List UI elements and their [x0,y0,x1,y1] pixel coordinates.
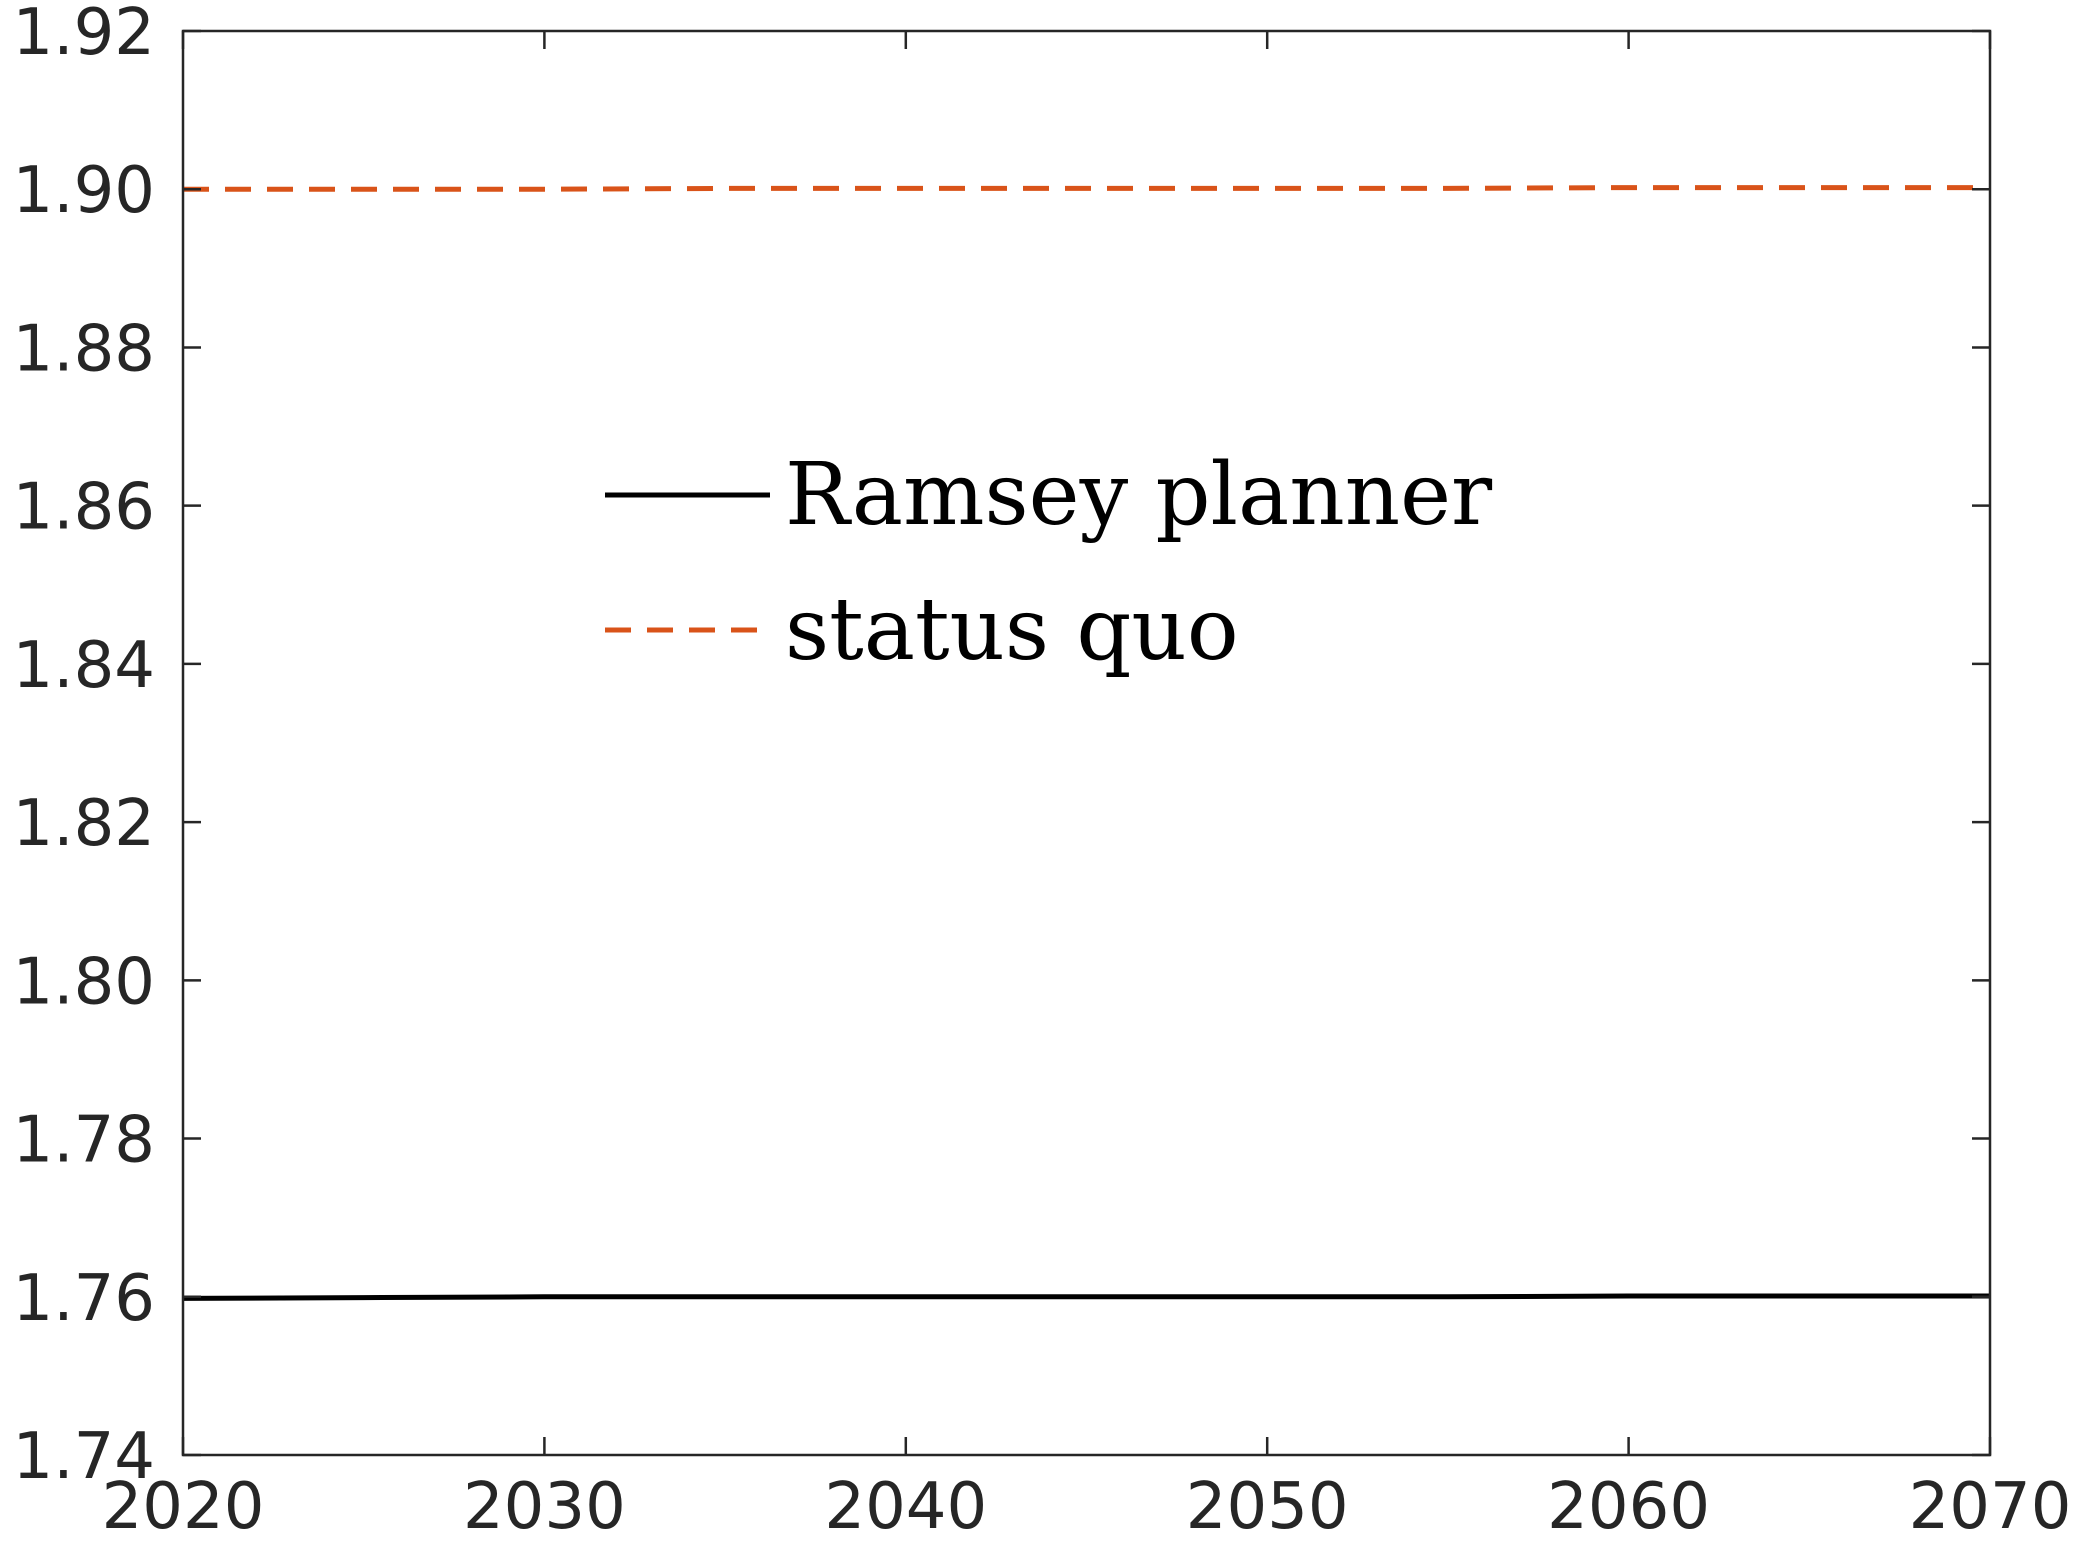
y-tick-label: 1.76 [13,1262,156,1336]
y-tick-label: 1.92 [13,0,156,70]
x-tick-label: 2040 [824,1470,987,1544]
legend-label-ramsey-planner: Ramsey planner [785,445,1493,545]
series-line-status-quo [183,185,1990,192]
legend: Ramsey planner status quo [605,445,1493,680]
plot-background [183,31,1990,1455]
legend-label-status-quo: status quo [785,580,1239,680]
y-tick-label: 1.88 [13,312,156,386]
plot-area [183,31,1990,1455]
y-tick-label: 1.80 [13,945,156,1019]
axes-frame [181,29,1992,1457]
series-layer [182,185,1990,1301]
y-tick-label: 1.74 [13,1420,156,1494]
y-tick-label: 1.78 [13,1104,156,1178]
axes-layer: 2020 2030 2040 2050 2060 2070 1.74 1.76 1.78 1.80… [13,0,2072,1544]
y-tick-label: 1.86 [13,471,156,545]
x-tick-label: 2070 [1909,1470,2072,1544]
y-tick-label: 1.90 [13,154,156,228]
series-line-ramsey-planner [182,1293,1990,1301]
x-tick-label: 2020 [102,1470,265,1544]
y-tick-label: 1.84 [13,629,156,703]
x-tick-label: 2030 [463,1470,626,1544]
x-tick-label: 2050 [1186,1470,1349,1544]
y-tick-label: 1.82 [13,787,156,861]
x-tick-label: 2060 [1547,1470,1710,1544]
